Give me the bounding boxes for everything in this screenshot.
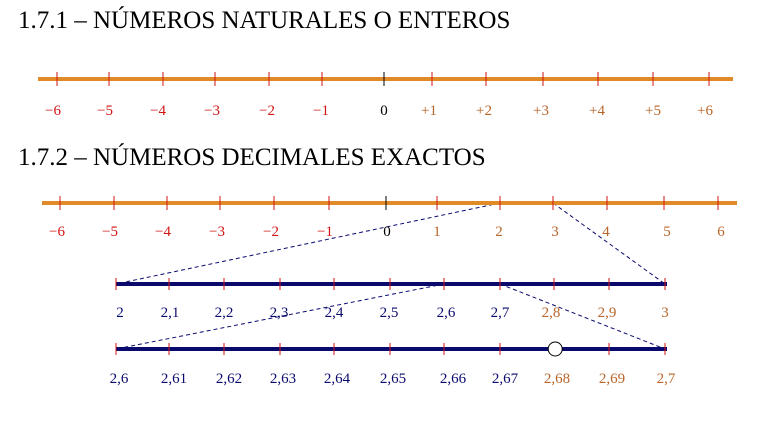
tick-label-decimales-decimas-7: 2,7 — [491, 305, 510, 321]
tick-label-enteros-7: +1 — [421, 103, 437, 119]
tick-label-decimales-centesimas-1: 2,61 — [161, 371, 187, 387]
tick-label-decimales-unidades-4: −2 — [263, 224, 279, 240]
tick-label-enteros-2: −4 — [150, 103, 166, 119]
tick-label-enteros-6: 0 — [380, 103, 388, 119]
tick-label-decimales-unidades-9: 3 — [551, 224, 559, 240]
tick-label-decimales-decimas-3: 2,3 — [270, 305, 289, 321]
zoom-connector-right-3 — [552, 202, 666, 285]
tick-label-decimales-centesimas-2: 2,62 — [216, 371, 242, 387]
tick-label-decimales-decimas-6: 2,6 — [437, 305, 456, 321]
tick-label-decimales-centesimas-0: 2,6 — [110, 371, 129, 387]
tick-label-enteros-10: +4 — [589, 103, 605, 119]
tick-label-decimales-unidades-2: −4 — [155, 224, 171, 240]
tick-label-enteros-11: +5 — [645, 103, 661, 119]
tick-label-decimales-unidades-12: 6 — [717, 224, 725, 240]
tick-label-decimales-centesimas-10: 2,7 — [657, 371, 676, 387]
tick-label-enteros-4: −2 — [259, 103, 275, 119]
tick-label-decimales-unidades-5: −1 — [317, 224, 333, 240]
tick-label-decimales-unidades-7: 1 — [433, 224, 441, 240]
tick-label-decimales-decimas-2: 2,2 — [215, 305, 234, 321]
tick-label-decimales-centesimas-6: 2,66 — [440, 371, 467, 387]
tick-label-decimales-centesimas-3: 2,63 — [270, 371, 296, 387]
tick-label-decimales-decimas-9: 2,9 — [598, 305, 617, 321]
tick-label-decimales-unidades-0: −6 — [49, 224, 65, 240]
tick-label-decimales-centesimas-5: 2,65 — [380, 371, 406, 387]
tick-label-enteros-3: −3 — [204, 103, 220, 119]
tick-label-decimales-centesimas-8: 2,68 — [544, 371, 570, 387]
tick-label-decimales-decimas-8: 2,8 — [542, 305, 561, 321]
heading-naturales-enteros: 1.7.1 – NÚMEROS NATURALES O ENTEROS — [18, 7, 511, 34]
tick-label-decimales-unidades-11: 5 — [663, 224, 671, 240]
tick-label-decimales-decimas-5: 2,5 — [380, 305, 399, 321]
tick-label-decimales-centesimas-4: 2,64 — [324, 371, 351, 387]
tick-label-enteros-1: −5 — [97, 103, 113, 119]
heading-decimales-exactos: 1.7.2 – NÚMEROS DECIMALES EXACTOS — [18, 144, 486, 171]
tick-label-decimales-unidades-6: 0 — [383, 224, 391, 240]
tick-label-decimales-centesimas-7: 2,67 — [492, 371, 519, 387]
tick-label-decimales-decimas-4: 2,4 — [325, 305, 344, 321]
tick-label-decimales-decimas-10: 3 — [661, 305, 669, 321]
tick-label-decimales-unidades-1: −5 — [102, 224, 118, 240]
tick-label-enteros-8: +2 — [476, 103, 492, 119]
marked-point-2-68 — [547, 341, 563, 357]
tick-label-enteros-5: −1 — [313, 103, 329, 119]
tick-label-decimales-unidades-8: 2 — [495, 224, 503, 240]
tick-label-enteros-12: +6 — [697, 103, 713, 119]
tick-label-enteros-9: +3 — [533, 103, 549, 119]
zoom-connector-left-2 — [115, 202, 501, 285]
zoom-connector-right-2-7 — [499, 283, 666, 350]
tick-label-decimales-unidades-10: 4 — [602, 224, 610, 240]
tick-label-decimales-decimas-0: 2 — [116, 305, 124, 321]
tick-label-decimales-centesimas-9: 2,69 — [599, 371, 625, 387]
tick-label-decimales-unidades-3: −3 — [209, 224, 225, 240]
tick-label-decimales-decimas-1: 2,1 — [161, 305, 180, 321]
tick-label-enteros-0: −6 — [45, 103, 61, 119]
